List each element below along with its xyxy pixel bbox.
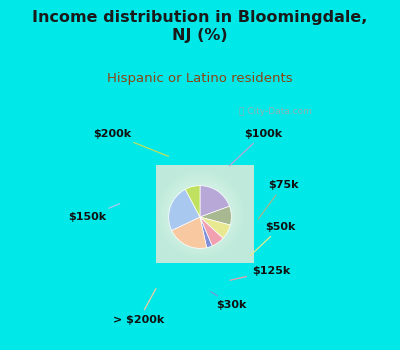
Wedge shape xyxy=(200,217,212,248)
Wedge shape xyxy=(200,186,230,217)
Text: Hispanic or Latino residents: Hispanic or Latino residents xyxy=(107,72,293,85)
Text: Income distribution in Bloomingdale,
NJ (%): Income distribution in Bloomingdale, NJ … xyxy=(32,10,368,43)
Text: $125k: $125k xyxy=(230,266,290,280)
Text: > $200k: > $200k xyxy=(113,289,164,325)
Text: $150k: $150k xyxy=(68,204,120,222)
Text: $75k: $75k xyxy=(258,180,298,219)
Text: $30k: $30k xyxy=(211,292,247,310)
Wedge shape xyxy=(185,186,200,217)
Wedge shape xyxy=(169,189,200,230)
Text: $100k: $100k xyxy=(229,129,283,166)
Wedge shape xyxy=(200,206,231,225)
Text: $50k: $50k xyxy=(250,222,296,256)
Text: ⓘ City-Data.com: ⓘ City-Data.com xyxy=(239,107,312,116)
Text: $200k: $200k xyxy=(93,129,168,156)
Wedge shape xyxy=(172,217,207,248)
Wedge shape xyxy=(200,217,223,246)
Wedge shape xyxy=(200,217,230,238)
